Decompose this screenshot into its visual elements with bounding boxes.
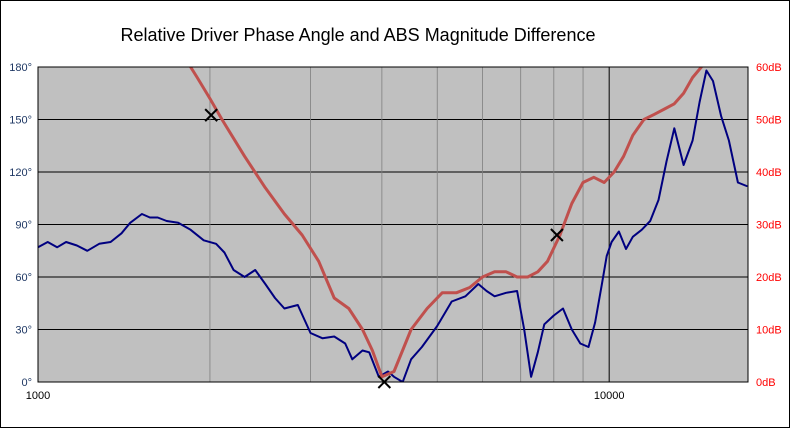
y-left-tick-label: 180° — [9, 62, 32, 74]
y-right-tick-label: 20dB — [756, 272, 782, 284]
y-left-tick-label: 120° — [9, 167, 32, 179]
y-left-tick-label: 90° — [15, 220, 32, 232]
series-layer — [38, 67, 748, 382]
y-right-tick-label: 40dB — [756, 167, 782, 179]
series-line-magnitude — [189, 67, 703, 379]
grid — [38, 67, 748, 382]
series-line-phase — [38, 69, 748, 382]
marker-x — [204, 108, 218, 122]
x-tick-label: 10000 — [594, 390, 625, 402]
x-tick-label: 1000 — [26, 390, 50, 402]
y-left-tick-label: 30° — [15, 325, 32, 337]
y-right-tick-label: 30dB — [756, 220, 782, 232]
y-left-tick-label: 60° — [15, 272, 32, 284]
chart-title: Relative Driver Phase Angle and ABS Magn… — [121, 25, 596, 45]
marker-x — [550, 228, 564, 242]
y-right-tick-label: 0dB — [756, 377, 776, 389]
y-left-tick-label: 0° — [21, 377, 32, 389]
y-right-tick-label: 10dB — [756, 325, 782, 337]
plot-border — [37, 66, 749, 383]
tick-labels: 0° 30° 60° 90° 120° 150° 180° 0dB 10dB 20dB 30dB 40… — [9, 62, 781, 402]
y-right-tick-label: 60dB — [756, 62, 782, 74]
y-left-tick-label: 150° — [9, 115, 32, 127]
y-right-tick-label: 50dB — [756, 115, 782, 127]
